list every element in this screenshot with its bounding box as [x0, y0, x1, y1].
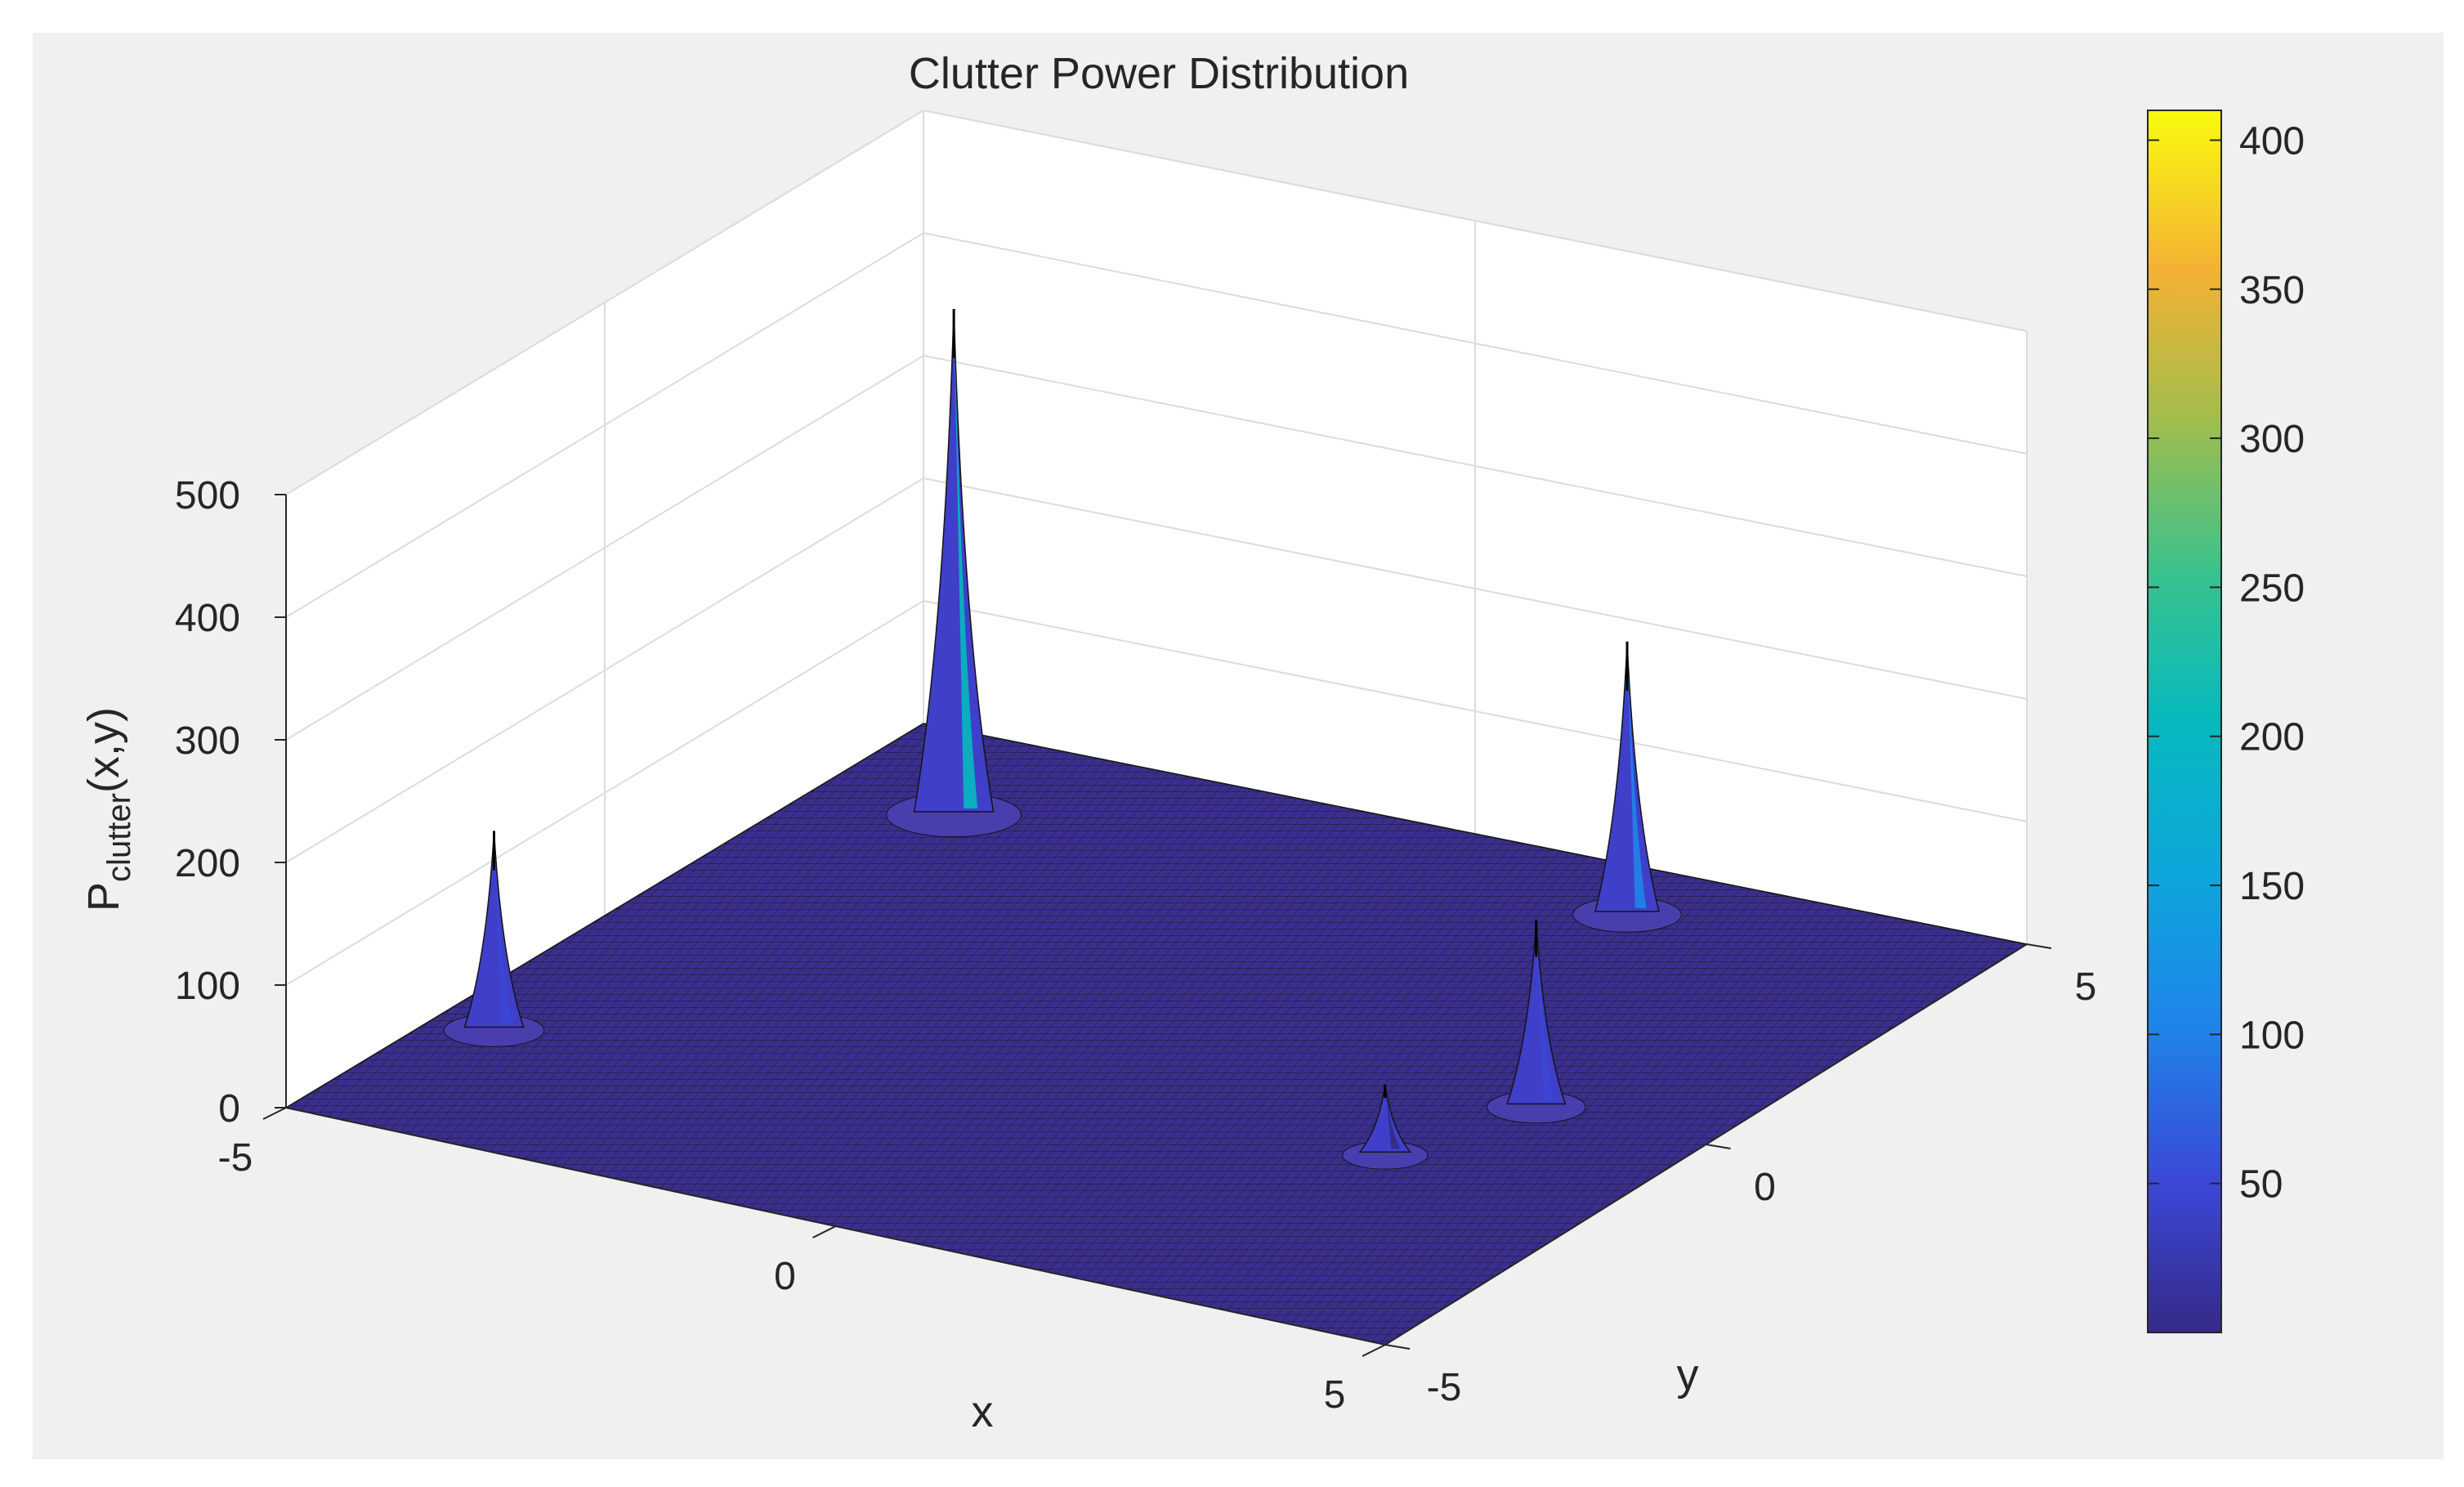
x-tick-label: 0: [774, 1255, 796, 1298]
colorbar-tick-label: 400: [2239, 119, 2305, 163]
y-tick-label: -5: [1427, 1366, 1462, 1409]
y-axis-label: y: [1677, 1350, 1699, 1400]
top-edge: [923, 110, 2028, 332]
x-tick-label: -5: [218, 1136, 253, 1180]
x-tick: [812, 1225, 836, 1238]
peak-highlight: [954, 308, 978, 808]
peak-highlight: [494, 831, 512, 1024]
z-tick-label: 400: [175, 597, 240, 640]
y-tick: [1384, 1344, 1411, 1350]
top-edge: [285, 110, 924, 495]
x-axis-label: x: [972, 1387, 994, 1436]
x-tick: [262, 1107, 287, 1120]
y-tick-label: 5: [2075, 965, 2097, 1009]
colorbar-tick-label: 250: [2239, 567, 2305, 610]
z-axis-label-suffix: (x,y): [79, 707, 128, 793]
surface-peak: [443, 831, 545, 1047]
colorbar-tick-label: 200: [2239, 716, 2305, 759]
colorbar-tick-label: 100: [2239, 1014, 2305, 1057]
z-tick-label: 200: [175, 842, 240, 885]
surface-peak: [1572, 641, 1682, 933]
peak-highlight: [1384, 1084, 1401, 1149]
colorbar-tick-label: 350: [2239, 269, 2305, 312]
z-tick-label: 500: [175, 474, 240, 517]
x-tick-label: 5: [1324, 1373, 1346, 1417]
z-axis-label-subscript: clutter: [101, 793, 137, 882]
peak-highlight: [1626, 641, 1647, 908]
x-tick: [1362, 1344, 1386, 1357]
colorbar-gradient: [2147, 110, 2222, 1333]
colorbar-ticks: 50 100 150 200 250 300 350 400: [2148, 119, 2305, 1207]
colorbar-tick-label: 50: [2239, 1163, 2283, 1207]
y-tick: [2026, 943, 2052, 949]
surface-peaks: [443, 308, 1682, 1170]
z-tick-label: 0: [218, 1087, 240, 1131]
z-tick-label: 100: [175, 965, 240, 1008]
colorbar-tick-label: 300: [2239, 418, 2305, 461]
colorbar-tick-label: 150: [2239, 865, 2305, 908]
z-axis-label-base: P: [79, 882, 128, 911]
peak-highlight: [1536, 920, 1554, 1101]
y-tick-label: 0: [1754, 1166, 1776, 1209]
axis-ticks: 0 100 200 300 400 500 -5 0 5 -5 0 5: [175, 474, 2096, 1417]
surface-peak: [1341, 1084, 1429, 1170]
surface-peak: [1486, 920, 1586, 1124]
z-tick-label: 300: [175, 719, 240, 763]
chart-title: Clutter Power Distribution: [909, 49, 1409, 98]
z-axis-label: Pclutter(x,y): [79, 707, 137, 911]
colorbar: 50 100 150 200 250 300 350 400: [2147, 110, 2305, 1333]
surface-peak: [886, 308, 1022, 838]
y-tick: [1706, 1144, 1731, 1149]
